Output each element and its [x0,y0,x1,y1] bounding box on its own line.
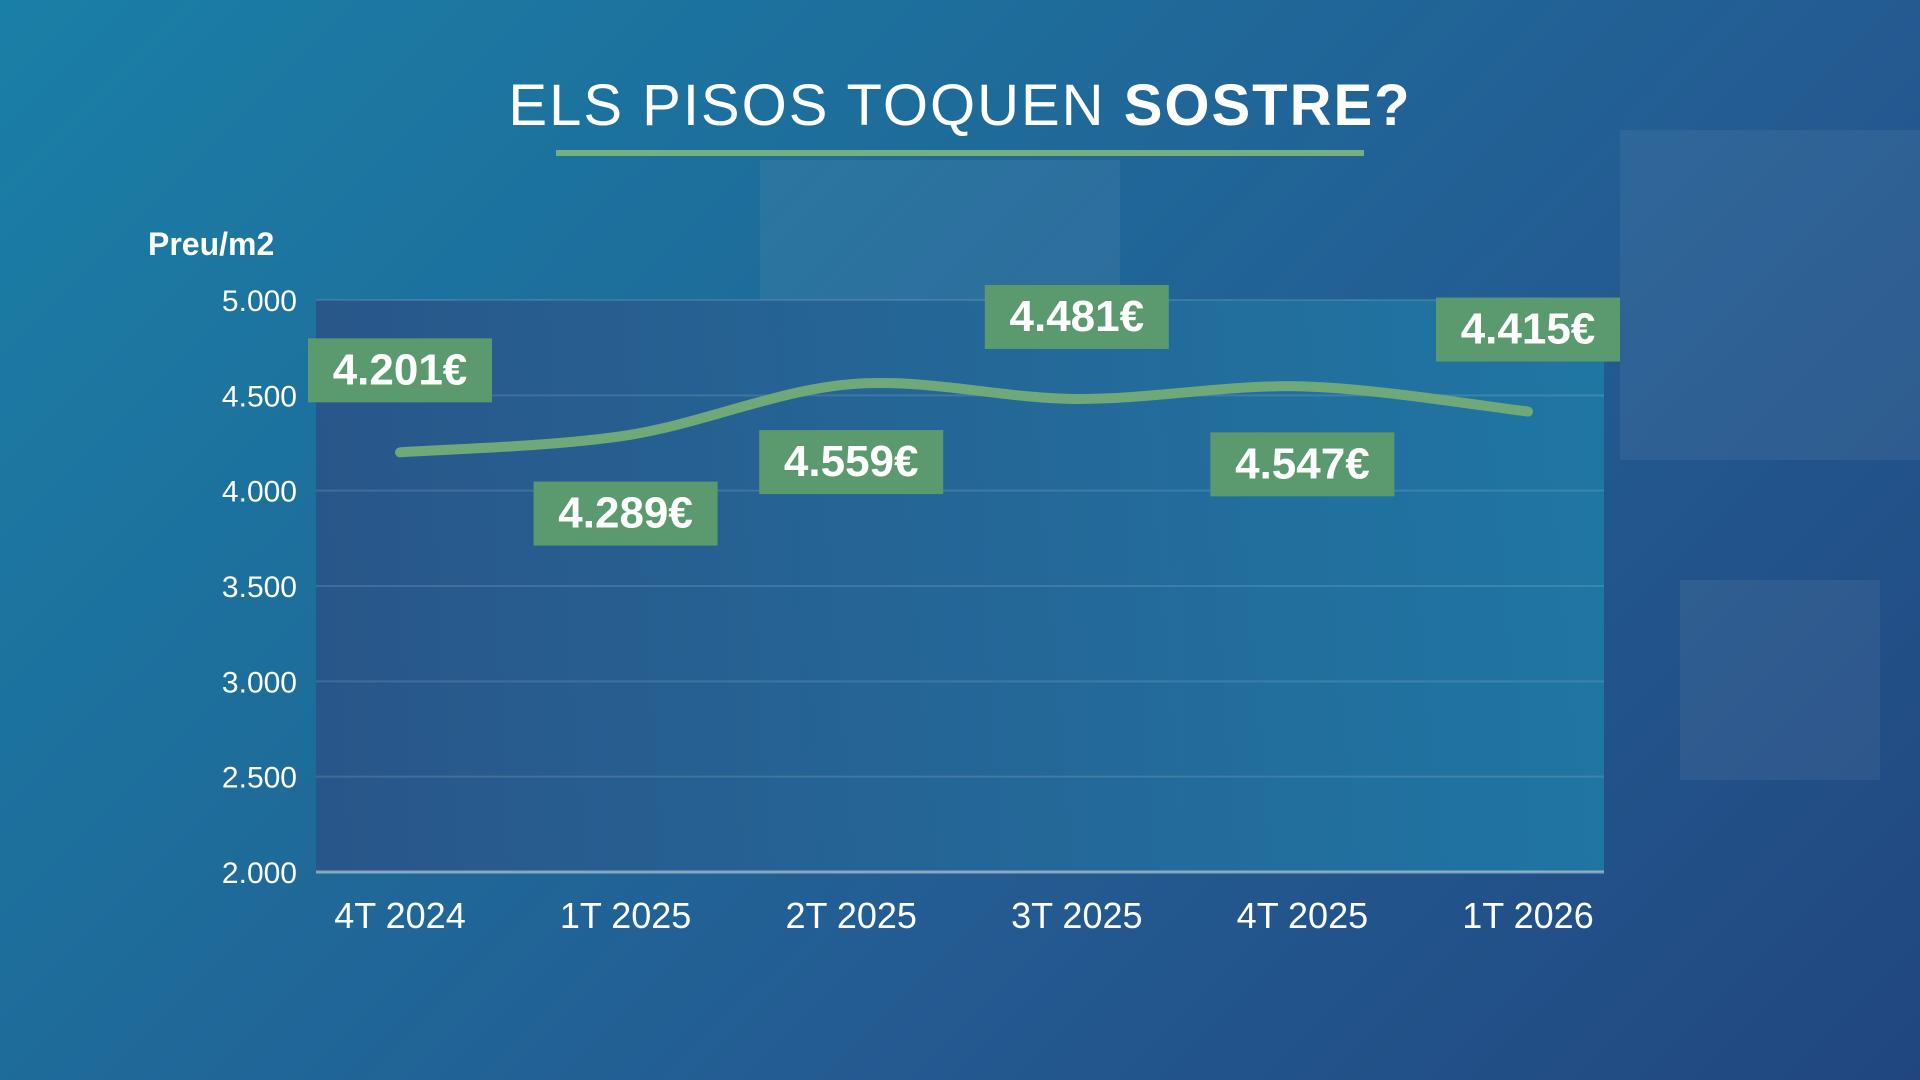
data-label-box [533,481,718,546]
data-label-text: 4.547€ [1235,439,1370,488]
x-tick-label: 3T 2025 [1011,895,1142,936]
chart-title: ELS PISOS TOQUEN SOSTRE? [0,72,1920,139]
data-label: 4.559€ [759,430,944,495]
data-label-box [308,338,492,403]
data-label-text: 4.415€ [1461,305,1596,354]
data-label-text: 4.559€ [784,437,919,486]
x-tick-label: 1T 2026 [1462,895,1593,936]
y-tick-label: 5.000 [222,285,297,318]
y-tick-label: 4.500 [222,380,297,413]
data-label: 4.481€ [984,284,1169,349]
data-label-text: 4.289€ [558,489,693,538]
background-panel [760,160,1120,300]
data-label-text: 4.201€ [333,345,468,394]
x-tick-label: 1T 2025 [560,895,691,936]
data-label: 4.289€ [533,481,718,546]
y-axis-label: Preu/m2 [148,226,275,262]
x-tick-label: 4T 2024 [334,895,465,936]
title-underline [556,150,1364,156]
y-tick-label: 3.000 [222,666,297,699]
y-tick-label: 3.500 [222,571,297,604]
data-label: 4.201€ [308,338,492,403]
data-label-text: 4.481€ [1010,292,1145,341]
data-label-box [1210,432,1395,497]
x-tick-label: 4T 2025 [1237,895,1368,936]
y-tick-label: 2.000 [222,857,297,890]
data-label: 4.415€ [1436,297,1620,362]
x-tick-label: 2T 2025 [785,895,916,936]
y-tick-label: 4.000 [222,476,297,509]
chart-title-bold: SOSTRE? [1123,73,1412,138]
background-panel [1680,580,1880,780]
data-label-box [984,284,1169,349]
chart-title-regular: ELS PISOS TOQUEN [508,73,1106,138]
series-line [395,377,1533,458]
y-tick-label: 2.500 [222,762,297,795]
data-label-box [759,430,944,495]
background-panel [1620,130,1920,460]
data-label: 4.547€ [1210,432,1395,497]
data-label-box [1436,297,1620,362]
